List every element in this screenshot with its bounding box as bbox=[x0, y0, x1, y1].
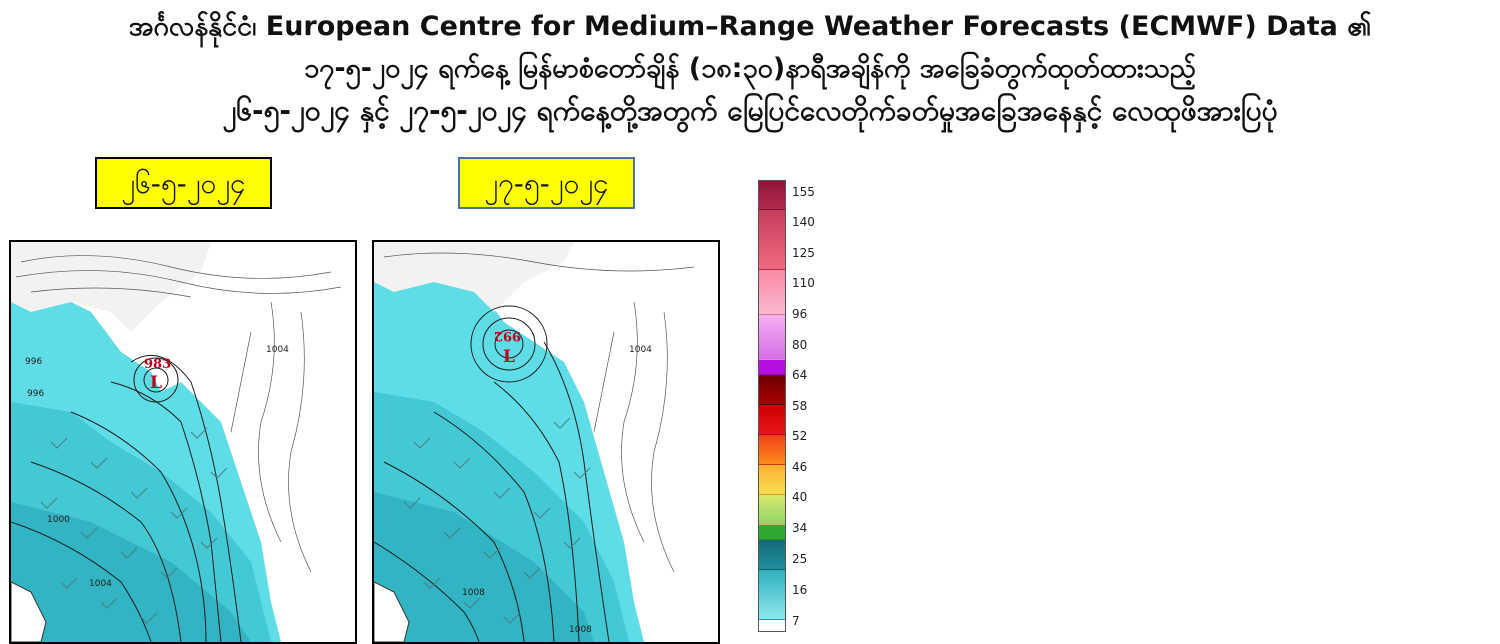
title-line-1: အင်္ဂလန်နိုင်ငံ၊ European Centre for Med… bbox=[128, 11, 1372, 42]
wind-speed-colorbar: 155 140 125 110 96 80 64 58 52 46 40 34 … bbox=[758, 180, 848, 632]
colorbar-swatch bbox=[758, 570, 786, 620]
colorbar-label: 7 bbox=[792, 614, 800, 628]
colorbar-frame bbox=[758, 180, 786, 632]
colorbar-swatch bbox=[758, 435, 786, 465]
isobar-label: 996 bbox=[27, 389, 44, 399]
colorbar-label: 140 bbox=[792, 215, 815, 229]
terrain-contours bbox=[383, 252, 695, 573]
isobar-label: 1008 bbox=[569, 625, 592, 635]
wind-pressure-map-2: 1004 1008 1008 992 L bbox=[374, 242, 718, 642]
colorbar-swatch bbox=[758, 465, 786, 495]
colorbar-label: 40 bbox=[792, 490, 808, 504]
isobar-label: 1004 bbox=[629, 345, 652, 355]
wind-pressure-map-1: 996 996 1004 1000 1004 983 L bbox=[11, 242, 355, 642]
land-myanmar bbox=[374, 242, 718, 622]
forecast-map-panel-1: 996 996 1004 1000 1004 983 L bbox=[9, 240, 357, 644]
colorbar-label: 64 bbox=[792, 368, 808, 382]
title-line-2: ၁၇-၅-၂၀၂၄ ရက်နေ့ မြန်မာစံတော်ချိန် (၁၈:၃… bbox=[303, 53, 1197, 84]
colorbar-label: 155 bbox=[792, 185, 815, 199]
colorbar-label: 96 bbox=[792, 307, 808, 321]
colorbar-label: 58 bbox=[792, 399, 808, 413]
colorbar-swatch bbox=[758, 360, 786, 375]
isobar-label: 1008 bbox=[462, 588, 485, 598]
wind-barbs bbox=[403, 417, 591, 624]
title-line-3: ၂၆-၅-၂၀၂၄ နှင့် ၂၇-၅-၂၀၂၄ ရက်နေ့တို့အတွက… bbox=[222, 94, 1278, 127]
colorbar-swatch bbox=[758, 540, 786, 570]
land-north bbox=[374, 242, 574, 312]
forecast-map-panel-2: 1004 1008 1008 992 L bbox=[372, 240, 720, 644]
isobar-label: 996 bbox=[25, 357, 42, 367]
low-pressure-value: 983 bbox=[144, 357, 171, 372]
colorbar-swatch bbox=[758, 405, 786, 435]
isobar-label: 1004 bbox=[89, 579, 112, 589]
date-label-panel-2: ၂၇-၅-၂၀၂၄ bbox=[458, 157, 635, 209]
land-myanmar bbox=[11, 242, 355, 622]
sea-deeper-area bbox=[11, 502, 251, 642]
colorbar-swatch bbox=[758, 210, 786, 270]
colorbar-swatch bbox=[758, 315, 786, 360]
sea-deeper-area bbox=[374, 492, 594, 642]
colorbar-swatch bbox=[758, 375, 786, 405]
date-label-panel-1: ၂၆-၅-၂၀၂၄ bbox=[95, 157, 272, 209]
colorbar-label: 80 bbox=[792, 338, 808, 352]
colorbar-swatch bbox=[758, 270, 786, 315]
isobar-label: 1000 bbox=[47, 515, 70, 525]
colorbar-label: 52 bbox=[792, 429, 808, 443]
isobars bbox=[374, 305, 610, 642]
terrain-contours bbox=[15, 255, 342, 573]
colorbar-swatch bbox=[758, 525, 786, 540]
colorbar-label: 46 bbox=[792, 460, 808, 474]
title-block: အင်္ဂလန်နိုင်ငံ၊ European Centre for Med… bbox=[0, 6, 1500, 132]
colorbar-label: 16 bbox=[792, 583, 808, 597]
land-srilanka bbox=[11, 581, 47, 642]
colorbar-label: 25 bbox=[792, 552, 808, 566]
land-srilanka bbox=[374, 581, 410, 642]
low-pressure-symbol: L bbox=[150, 373, 162, 393]
low-pressure-value: 992 bbox=[494, 328, 521, 343]
low-pressure-symbol: L bbox=[503, 347, 515, 367]
colorbar-swatch bbox=[758, 180, 786, 210]
isobars bbox=[11, 354, 242, 642]
colorbar-label: 125 bbox=[792, 246, 815, 260]
colorbar-label: 34 bbox=[792, 521, 808, 535]
colorbar-label: 110 bbox=[792, 276, 815, 290]
wind-barbs bbox=[40, 427, 228, 624]
isobar-label: 1004 bbox=[266, 345, 289, 355]
colorbar-swatch bbox=[758, 495, 786, 525]
